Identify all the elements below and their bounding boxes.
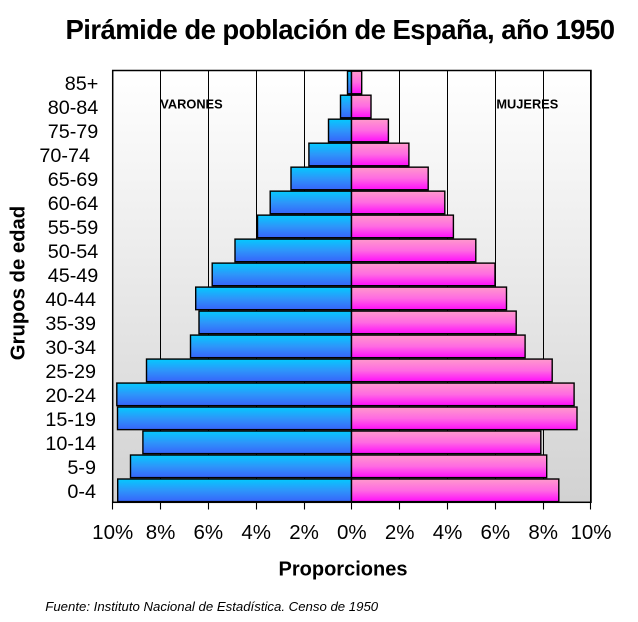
svg-text:Pirámide de población de Españ: Pirámide de población de España, año 195… xyxy=(65,14,614,45)
svg-text:8%: 8% xyxy=(528,521,558,544)
svg-text:40-44: 40-44 xyxy=(45,289,96,311)
svg-text:55-59: 55-59 xyxy=(48,217,99,239)
svg-text:45-49: 45-49 xyxy=(48,265,99,287)
svg-text:4%: 4% xyxy=(433,521,463,544)
svg-text:Grupos de edad: Grupos de edad xyxy=(8,206,30,360)
svg-text:Proporciones: Proporciones xyxy=(279,559,408,581)
svg-text:10%: 10% xyxy=(570,521,611,544)
svg-text:30-34: 30-34 xyxy=(45,337,96,359)
svg-text:2%: 2% xyxy=(289,521,319,544)
svg-text:Fuente: Instituto Nacional de: Fuente: Instituto Nacional de Estadístic… xyxy=(45,599,378,614)
svg-text:50-54: 50-54 xyxy=(48,241,99,263)
svg-text:85+: 85+ xyxy=(65,73,99,95)
svg-text:25-29: 25-29 xyxy=(45,361,96,383)
svg-text:80-84: 80-84 xyxy=(48,97,99,119)
svg-text:0-4: 0-4 xyxy=(67,481,96,503)
svg-text:10-14: 10-14 xyxy=(45,433,96,455)
svg-text:6%: 6% xyxy=(194,521,224,544)
svg-text:20-24: 20-24 xyxy=(45,385,96,407)
svg-text:6%: 6% xyxy=(481,521,511,544)
svg-text:15-19: 15-19 xyxy=(45,409,96,431)
svg-text:4%: 4% xyxy=(241,521,271,544)
svg-text:65-69: 65-69 xyxy=(48,169,99,191)
svg-text:70-74: 70-74 xyxy=(39,145,90,167)
svg-text:35-39: 35-39 xyxy=(45,313,96,335)
svg-text:5-9: 5-9 xyxy=(67,457,96,479)
svg-text:60-64: 60-64 xyxy=(48,193,99,215)
svg-text:VARONES: VARONES xyxy=(160,96,223,111)
svg-text:MUJERES: MUJERES xyxy=(496,96,558,111)
svg-text:2%: 2% xyxy=(385,521,415,544)
svg-text:8%: 8% xyxy=(146,521,176,544)
svg-text:0%: 0% xyxy=(337,521,367,544)
svg-text:75-79: 75-79 xyxy=(48,121,99,143)
svg-text:10%: 10% xyxy=(92,521,133,544)
